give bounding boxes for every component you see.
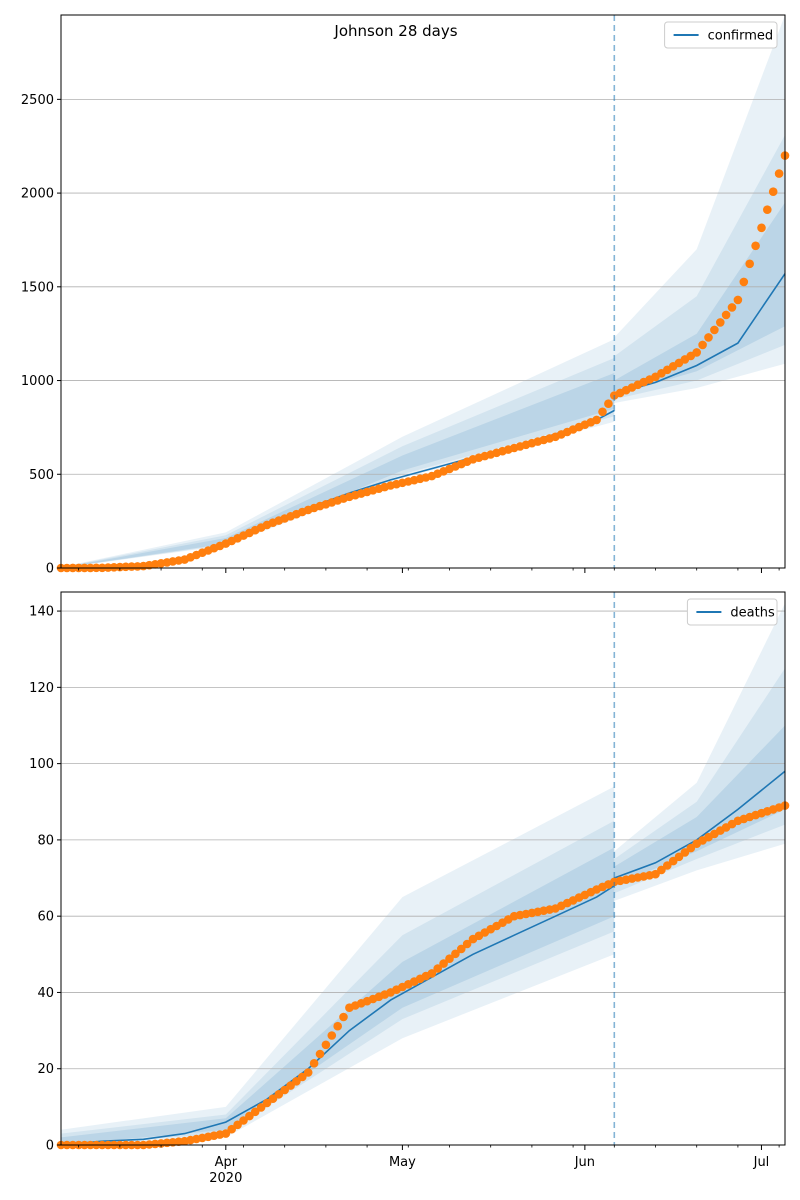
observed-point [651, 869, 660, 879]
observed-point [604, 399, 613, 409]
chart-title: Johnson 28 days [333, 22, 457, 40]
observed-point [221, 1129, 231, 1138]
observed-point [239, 1116, 248, 1125]
deaths-y-axis: 0 20 40 60 80 100 120 140 [29, 605, 61, 1154]
observed-point [439, 959, 448, 968]
x-tick-label: May [389, 1155, 416, 1170]
confirmed-observed-points [56, 151, 790, 573]
observed-point [704, 333, 713, 342]
y-tick-label: 100 [29, 757, 54, 772]
deaths-observed-points [56, 801, 790, 1150]
y-tick-label: 1500 [21, 280, 54, 295]
x-tick-label: Apr [215, 1155, 238, 1170]
y-tick-label: 120 [29, 681, 54, 696]
y-tick-label: 40 [37, 986, 54, 1001]
legend-label-deaths: deaths [730, 606, 775, 621]
observed-point [303, 1068, 313, 1077]
observed-point [598, 407, 607, 417]
observed-point [268, 1094, 278, 1103]
y-tick-label: 0 [46, 562, 54, 577]
observed-point [427, 969, 437, 978]
uncertainty-band-1 [61, 15, 785, 568]
observed-point [716, 318, 725, 327]
observed-point [692, 348, 701, 357]
observed-point [292, 1077, 301, 1086]
observed-point [733, 295, 743, 305]
observed-point [333, 1021, 343, 1031]
observed-point [250, 1107, 260, 1117]
y-tick-label: 1000 [21, 374, 54, 389]
observed-point [739, 277, 749, 287]
observed-point [457, 944, 466, 954]
confirmed-x-axis [78, 568, 780, 573]
y-tick-label: 80 [37, 833, 54, 848]
y-tick-label: 2000 [21, 187, 54, 202]
y-tick-label: 0 [46, 1139, 54, 1154]
deaths-axes-frame [60, 591, 786, 1146]
observed-point [698, 340, 707, 350]
observed-point [256, 1103, 266, 1112]
observed-point [774, 169, 784, 178]
confirmed-axes-frame [60, 14, 786, 569]
observed-point [674, 852, 684, 862]
observed-point [309, 1059, 319, 1068]
observed-point [298, 1072, 307, 1082]
y-tick-label: 500 [29, 468, 54, 483]
observed-point [721, 310, 731, 320]
observed-point [592, 415, 601, 425]
observed-point [451, 949, 460, 959]
observed-point [233, 1120, 242, 1130]
confirmed-panel: 0 500 1000 1500 2000 2500 Johnson 28 days con… [21, 14, 790, 577]
legend-label-confirmed: confirmed [708, 29, 774, 44]
x-tick-sublabel: 2020 [209, 1171, 242, 1186]
observed-point [315, 1049, 325, 1059]
deaths-legend: deaths [686, 598, 778, 626]
observed-point [433, 964, 443, 973]
observed-point [751, 241, 760, 251]
x-tick-label: Jul [753, 1155, 770, 1170]
observed-point [227, 1124, 236, 1134]
model-line-segment-1 [60, 885, 615, 1146]
legend-box [686, 598, 778, 626]
confirmed-y-axis: 0 500 1000 1500 2000 2500 [21, 93, 61, 577]
observed-point [462, 939, 472, 949]
y-tick-label: 2500 [21, 93, 54, 108]
observed-point [280, 1085, 290, 1095]
observed-point [321, 1040, 331, 1050]
y-tick-label: 60 [37, 910, 54, 925]
observed-point [274, 1090, 284, 1099]
uncertainty-band-2 [61, 135, 785, 568]
observed-point [339, 1012, 348, 1022]
y-tick-label: 140 [29, 605, 54, 620]
observed-point [680, 848, 690, 857]
observed-point [727, 303, 737, 312]
observed-point [768, 187, 778, 196]
observed-point [445, 954, 454, 963]
observed-point [710, 325, 719, 335]
observed-point [763, 205, 772, 214]
observed-point [657, 865, 666, 875]
legend-box [664, 21, 778, 49]
observed-point [663, 861, 672, 870]
observed-point [757, 223, 766, 233]
x-tick-label: Jun [574, 1155, 595, 1170]
observed-point [327, 1031, 337, 1040]
observed-point [745, 259, 754, 269]
y-tick-label: 20 [37, 1062, 54, 1077]
confirmed-legend: confirmed [664, 21, 778, 49]
observed-point [262, 1098, 272, 1108]
observed-point [686, 843, 696, 853]
